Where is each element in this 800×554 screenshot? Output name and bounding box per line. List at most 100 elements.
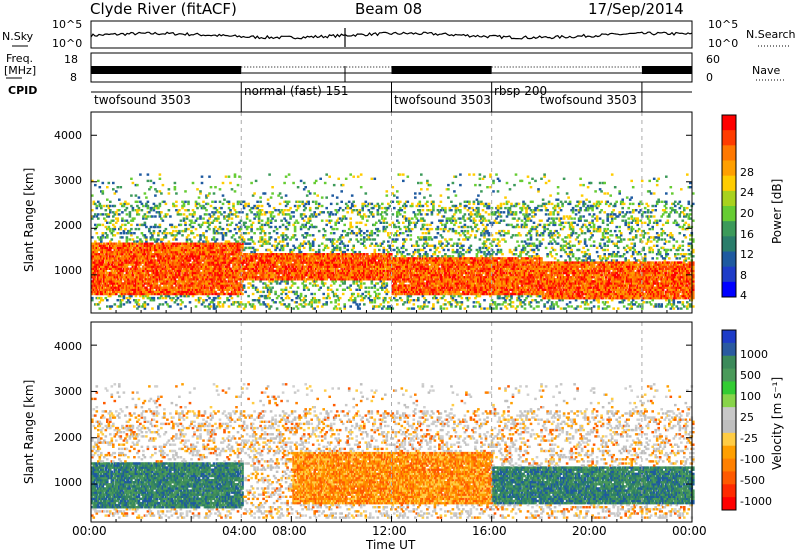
power-cell-1518 <box>166 232 169 234</box>
power-cell-414 <box>111 238 114 240</box>
power-cell-1278 <box>154 224 157 226</box>
power-cell-238 <box>102 232 105 234</box>
power-cell-1093 <box>145 238 148 240</box>
power-cell-1503 <box>166 274 169 276</box>
power-cell-1095 <box>145 226 148 228</box>
power-cell-88 <box>94 203 97 205</box>
power-cell-1501 <box>166 280 169 282</box>
power-cell-594 <box>120 226 123 228</box>
power-cell-916 <box>136 236 139 238</box>
power-cell-1313 <box>157 305 160 307</box>
power-cell-714 <box>126 220 129 222</box>
power-cell-983 <box>139 201 142 203</box>
power-cell-491 <box>115 259 118 261</box>
power-cell-186 <box>100 282 103 284</box>
power-cell-889 <box>136 307 139 309</box>
power-cell-441 <box>112 224 115 226</box>
power-cell-1007 <box>141 232 144 234</box>
power-cell-1133 <box>147 180 150 182</box>
power-cell-925 <box>138 303 141 305</box>
power-cell-1249 <box>153 230 156 232</box>
power-cell-793 <box>130 251 133 253</box>
power-cell-55 <box>93 215 96 217</box>
power-cell-629 <box>123 295 126 297</box>
power-cell-812 <box>132 276 135 278</box>
power-cell-133 <box>97 268 100 270</box>
power-cell-859 <box>135 299 138 301</box>
power-cell-1111 <box>147 276 150 278</box>
power-cell-1429 <box>162 238 165 240</box>
power-cell-239 <box>102 224 105 226</box>
power-cell-157 <box>99 284 102 286</box>
power-cell-532 <box>117 186 120 188</box>
power-cell-984 <box>139 173 142 175</box>
power-cell-181 <box>100 297 103 299</box>
power-cell-1033 <box>142 247 145 249</box>
power-cell-1005 <box>141 243 144 245</box>
power-cell-1179 <box>150 257 153 259</box>
power-cell-711 <box>126 238 129 240</box>
power-cell-314 <box>106 255 109 257</box>
power-cell-536 <box>118 289 121 291</box>
power-cell-473 <box>114 228 117 230</box>
power-cell-951 <box>138 213 141 215</box>
power-cell-607 <box>121 272 124 274</box>
power-cell-353 <box>108 213 111 215</box>
power-cell-1192 <box>150 209 153 211</box>
power-cell-1242 <box>153 255 156 257</box>
power-cell-1512 <box>166 253 169 255</box>
power-cell-1160 <box>148 188 151 190</box>
power-cell-388 <box>109 209 112 211</box>
power-cell-1128 <box>147 215 150 217</box>
power-cell-887 <box>135 194 138 196</box>
power-cell-733 <box>127 259 130 261</box>
power-cell-654 <box>124 293 127 295</box>
power-cell-150 <box>99 307 102 309</box>
power-cell-797 <box>130 234 133 236</box>
power-cell-504 <box>117 299 120 301</box>
power-cell-240 <box>102 213 105 215</box>
power-cell-528 <box>117 220 120 222</box>
power-cell-452 <box>114 284 117 286</box>
power-cell-1457 <box>163 232 166 234</box>
power-cell-294 <box>105 220 108 222</box>
power-cell-401 <box>111 270 114 272</box>
power-cell-267 <box>103 205 106 207</box>
power-cell-319 <box>106 245 109 247</box>
power-cell-474 <box>114 226 117 228</box>
power-cell-1335 <box>157 234 160 236</box>
power-cell-298 <box>106 299 109 301</box>
power-cell-1287 <box>156 284 159 286</box>
power-cell-207 <box>100 238 103 240</box>
power-cell-455 <box>114 278 117 280</box>
power-cell-592 <box>120 232 123 234</box>
power-cell-1226 <box>153 297 156 299</box>
power-cell-1312 <box>157 307 160 309</box>
power-cell-406 <box>111 259 114 261</box>
power-cell-1366 <box>159 224 162 226</box>
power-cell-1270 <box>154 259 157 261</box>
power-cell-228 <box>102 259 105 261</box>
power-cell-254 <box>103 272 106 274</box>
power-cell-579 <box>120 268 123 270</box>
power-cell-1399 <box>160 240 163 242</box>
power-cell-884 <box>135 228 138 230</box>
power-cell-981 <box>139 238 142 240</box>
power-cell-178 <box>99 203 102 205</box>
power-cell-831 <box>132 182 135 184</box>
power-cell-351 <box>108 226 111 228</box>
power-cell-615 <box>121 253 124 255</box>
power-cell-1252 <box>153 207 156 209</box>
power-cell-142 <box>97 247 100 249</box>
power-cell-551 <box>118 255 121 257</box>
power-cell-860 <box>135 295 138 297</box>
power-cell-923 <box>136 184 139 186</box>
power-cell-1491 <box>165 215 168 217</box>
power-cell-1189 <box>150 232 153 234</box>
power-cell-794 <box>130 247 133 249</box>
freq-band-2 <box>392 66 492 74</box>
power-cell-1311 <box>156 190 159 192</box>
power-cell-94 <box>96 289 99 291</box>
power-cell-442 <box>112 220 115 222</box>
power-cell-989 <box>141 287 144 289</box>
